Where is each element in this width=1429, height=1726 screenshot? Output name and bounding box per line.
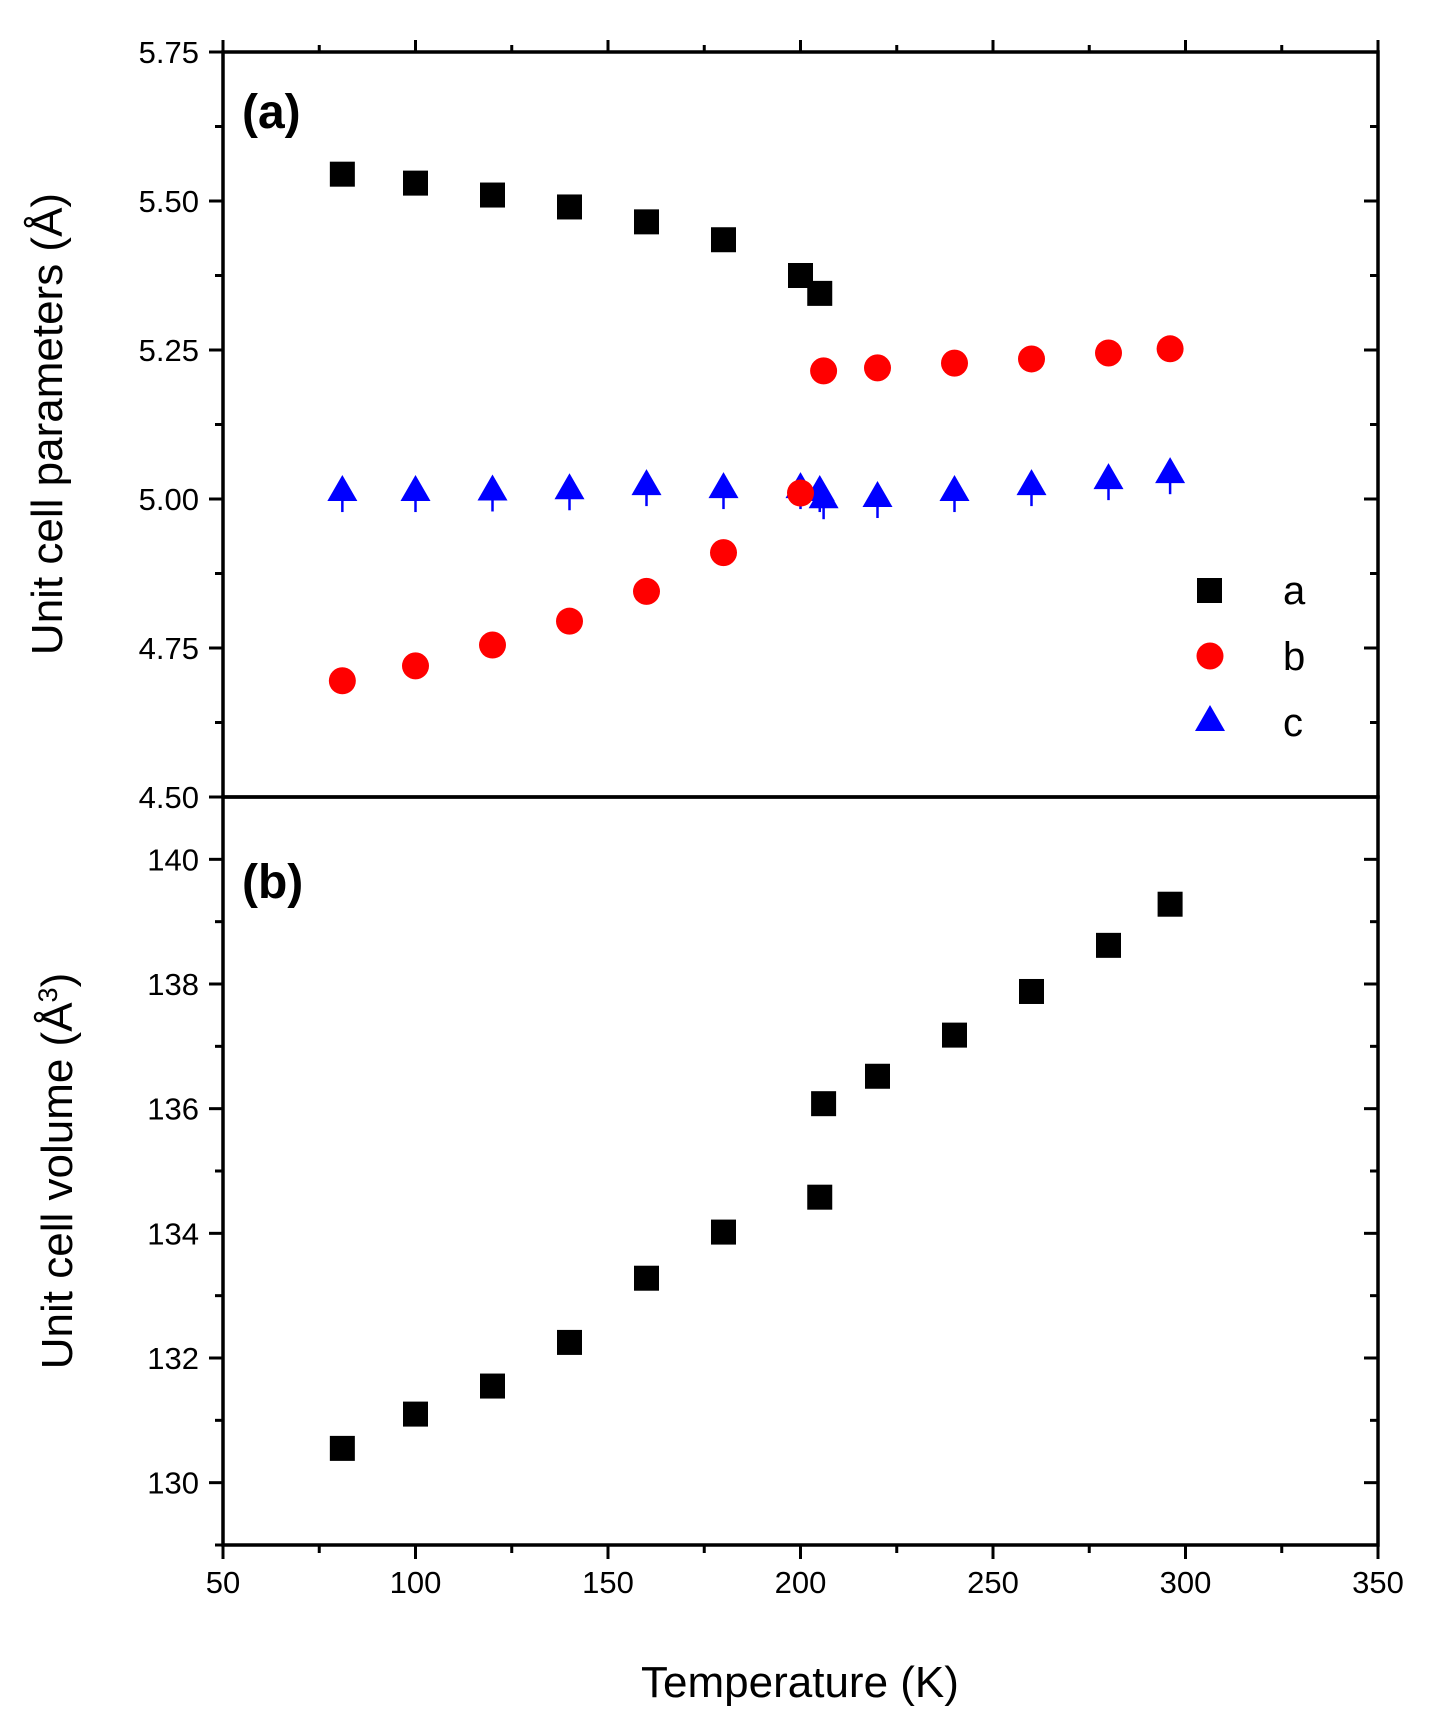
data-point-a (329, 161, 355, 187)
legend-label-b: b (1283, 635, 1305, 679)
data-point-volume (811, 1091, 837, 1117)
data-point-c-marker (862, 481, 893, 508)
data-point-c (862, 481, 893, 519)
legend: a b c (1195, 569, 1306, 745)
data-point-volume (480, 1373, 505, 1399)
panel-a-y-tick-label: 4.75 (139, 631, 199, 666)
data-point-b (328, 667, 356, 695)
data-point-c (327, 475, 358, 513)
panel-b-y-tick-label: 130 (147, 1466, 199, 1501)
data-point-volume (557, 1329, 582, 1355)
panel-b-data-points (329, 891, 1183, 1461)
data-point-volume (807, 1184, 833, 1210)
data-point-b (941, 349, 968, 377)
panel-a-y-tick-label: 4.50 (139, 780, 199, 815)
data-point-b (1018, 345, 1045, 373)
data-point-b (1156, 335, 1184, 363)
data-point-a (807, 280, 833, 306)
data-point-a (403, 170, 428, 196)
legend-marker-b (1196, 642, 1224, 670)
panel-b-y-tick-label: 140 (147, 842, 199, 877)
data-point-b (864, 354, 891, 382)
data-point-c-marker (1155, 457, 1186, 484)
panel-b-y-tick-label: 132 (147, 1341, 199, 1376)
panel-b-y-tick-label: 134 (147, 1216, 199, 1251)
data-point-volume (1019, 978, 1044, 1004)
data-point-volume (634, 1265, 659, 1291)
data-point-c-marker (939, 475, 970, 502)
data-point-volume (1157, 891, 1183, 917)
x-axis-title: Temperature (K) (641, 1658, 959, 1707)
data-point-c (708, 472, 739, 510)
data-point-c (1155, 457, 1186, 495)
data-point-c (631, 469, 662, 507)
data-point-c-marker (554, 473, 585, 500)
legend-marker-c (1195, 705, 1225, 731)
data-point-b (556, 607, 583, 635)
data-point-c (939, 475, 970, 513)
data-point-a (711, 227, 736, 253)
data-point-c (808, 482, 839, 520)
data-point-volume (329, 1435, 355, 1461)
data-point-volume (711, 1219, 736, 1245)
data-point-c-marker (631, 469, 662, 496)
panel-a-y-axis-title: Unit cell parameters (Å) (23, 193, 72, 655)
panel-b-y-axis-title-main: Unit cell volume (Å (33, 1002, 82, 1369)
x-tick-label: 350 (1352, 1565, 1404, 1600)
data-point-volume (1096, 932, 1121, 958)
data-point-b (1095, 339, 1122, 367)
x-tick-label: 200 (775, 1565, 827, 1600)
data-point-c (400, 475, 431, 513)
data-point-a (480, 182, 505, 208)
data-point-c (477, 474, 508, 512)
data-point-c-marker (1093, 463, 1124, 490)
data-point-c (1016, 469, 1047, 507)
panel-a-y-tick-label: 5.75 (139, 35, 199, 70)
data-point-c-marker (808, 482, 839, 509)
panel-b-y-axis-title: Unit cell volume (Å3) (33, 973, 82, 1369)
panel-a-ticks: 4.50 4.75 5.00 5.25 5.50 5.75 (139, 35, 1378, 815)
legend-label-c: c (1283, 701, 1303, 745)
data-point-volume (865, 1063, 890, 1089)
data-point-c-marker (708, 472, 739, 499)
x-tick-label: 250 (967, 1565, 1019, 1600)
data-point-volume (942, 1022, 967, 1048)
panel-a-y-tick-label: 5.00 (139, 482, 199, 517)
data-point-c-marker (477, 474, 508, 501)
x-axis-ticks: 50 100 150 200 250 300 350 (206, 40, 1404, 1600)
data-point-b (787, 479, 814, 507)
panel-a-y-tick-label: 5.50 (139, 184, 199, 219)
panel-b-ticks: 130 132 134 136 138 140 (147, 795, 1378, 1547)
data-point-c-marker (1016, 469, 1047, 496)
x-tick-label: 300 (1160, 1565, 1212, 1600)
panel-b-y-tick-label: 136 (147, 1092, 199, 1127)
x-tick-label: 50 (206, 1565, 240, 1600)
data-point-b (402, 652, 429, 680)
panel-a-data-points (327, 161, 1186, 695)
data-point-c-marker (400, 475, 431, 502)
panel-a-y-tick-label: 5.25 (139, 333, 199, 368)
data-point-b (633, 577, 660, 605)
x-tick-label: 150 (582, 1565, 634, 1600)
panel-a-label: (a) (242, 86, 301, 139)
data-point-b (810, 357, 838, 385)
panel-b-label: (b) (242, 856, 303, 909)
panel-b-y-axis-title-superscript: 3 (33, 987, 63, 1002)
panel-b-y-axis-title-close: ) (33, 973, 82, 988)
data-point-c (1093, 463, 1124, 501)
data-point-b (710, 539, 737, 567)
x-tick-label: 100 (390, 1565, 442, 1600)
data-point-a (557, 194, 582, 220)
legend-marker-a (1197, 578, 1222, 603)
data-point-volume (403, 1401, 428, 1427)
panel-b-y-tick-label: 138 (147, 967, 199, 1002)
legend-label-a: a (1283, 569, 1306, 613)
data-point-c (554, 473, 585, 511)
data-point-c-marker (327, 475, 358, 502)
data-point-b (479, 631, 506, 659)
data-point-a (634, 209, 659, 235)
